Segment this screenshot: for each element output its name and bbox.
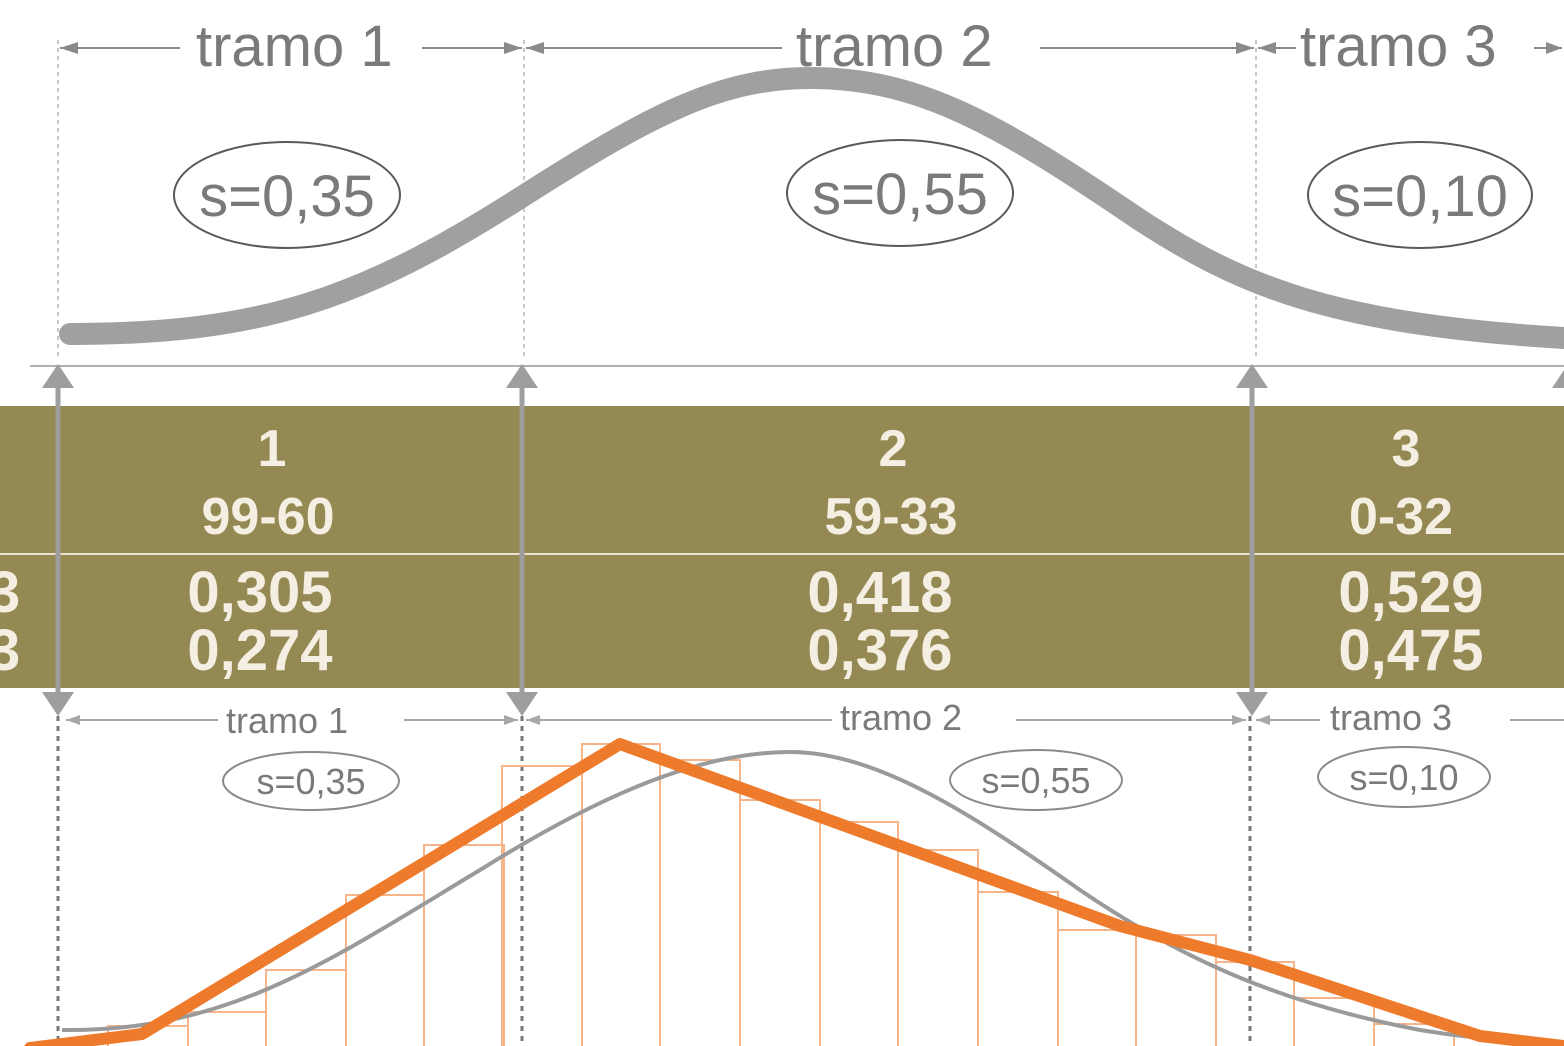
boundary-arrow-4-partial [1552,370,1564,388]
histogram-bar [1057,929,1137,1046]
histogram-bar [897,849,979,1046]
histogram-bar [423,844,505,1046]
top-dim-arrowhead-1b [504,42,522,54]
top-s-ellipse-2 [786,139,1014,247]
boundary-arrows [42,364,1564,716]
band-col-1-value-1: 0,305 [187,560,332,625]
histogram-bar [977,891,1059,1046]
band-col-1-range: 99-60 [202,488,335,546]
band-col-2-value-2: 0,376 [807,618,952,683]
band-col-2-value-1: 0,418 [807,560,952,625]
band-col-1-num: 1 [258,420,287,478]
boundary-arrow-1 [42,364,74,716]
histogram-bar [265,969,347,1046]
top-dim-arrowhead-3a [1258,42,1276,54]
band-col-2-range: 59-33 [825,488,958,546]
bottom-s-value-1: s=0,35 [256,761,365,802]
histogram-bar [345,894,425,1046]
band-col-1-value-2: 0,274 [187,618,332,683]
top-s-ellipse-3 [1307,141,1533,249]
top-bell-curve [59,66,1564,349]
histogram-bar [1293,997,1375,1046]
band-col-3-range: 0-32 [1349,488,1453,546]
top-tramo-1-label: tramo 1 [196,14,393,79]
bottom-tramo-2-label: tramo 2 [840,697,962,738]
boundary-arrow-3 [1236,364,1268,716]
boundary-arrow-2 [506,364,538,716]
bottom-gray-curve [61,749,1564,1044]
bottom-s-ellipse-1 [222,751,400,811]
top-dim-arrowhead-2b [1236,42,1254,54]
band-col-3-value-2: 0,475 [1338,618,1483,683]
bottom-tramo-3-label: tramo 3 [1330,697,1452,738]
top-tramo-3-label: tramo 3 [1300,14,1497,79]
top-s-value-3: s=0,10 [1332,164,1508,229]
top-dim-arrowhead-2a [526,42,544,54]
top-s-value-1: s=0,35 [199,164,375,229]
band-left-partial-value-2: 3 [0,618,20,683]
histogram-bar [659,759,741,1046]
top-dim-arrowhead-3b [1546,42,1562,54]
band-background [0,406,1564,688]
bottom-s-ellipse-3 [1317,746,1491,808]
top-s-value-2: s=0,55 [812,162,988,227]
bottom-s-ellipse-2 [949,749,1123,811]
histogram-bar [739,799,821,1046]
band-table: 1 99-60 0,305 0,274 2 59-33 0,418 0,376 … [0,406,1564,688]
bottom-s-value-3: s=0,10 [1349,757,1458,798]
band-col-3-num: 3 [1392,420,1421,478]
top-section: tramo 1 tramo 2 tramo 3 s=0,35 s=0,55 s=… [30,14,1564,367]
histogram-bar [187,1011,267,1046]
bottom-section: tramo 1 tramo 2 tramo 3 s=0,35 [24,697,1564,1046]
bottom-s-value-2: s=0,55 [981,760,1090,801]
band-col-2-num: 2 [879,420,908,478]
top-dim-arrowhead-1a [60,42,78,54]
band-left-partial-value-1: 3 [0,560,20,625]
bottom-tramo-1-label: tramo 1 [226,700,348,741]
top-s-ellipse-1 [173,141,401,249]
band-col-3-value-1: 0,529 [1338,560,1483,625]
histogram-bar [819,821,899,1046]
bottom-orange-line [24,738,1564,1046]
histogram-bar [1373,1023,1455,1046]
histogram-bar [581,743,661,1046]
